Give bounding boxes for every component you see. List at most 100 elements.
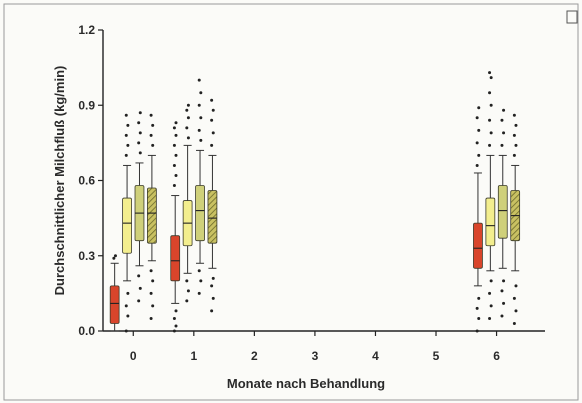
y-tick-label-4: 1.2 xyxy=(78,23,95,37)
outlier-1-0-2 xyxy=(124,304,128,308)
box-marks xyxy=(109,71,521,333)
outlier-2-6-2 xyxy=(500,289,504,293)
outlier-1-0-0 xyxy=(124,329,128,333)
outlier-1-0-4 xyxy=(124,153,128,157)
box-3-6 xyxy=(510,113,521,325)
outlier-2-1-0 xyxy=(197,291,201,295)
outlier-1-6-0 xyxy=(488,316,492,320)
outlier-3-0-2 xyxy=(149,291,153,295)
outlier-3-1-5 xyxy=(211,131,215,135)
outlier-2-6-0 xyxy=(500,314,504,318)
outlier-1-6-2 xyxy=(488,291,492,295)
outlier-3-6-3 xyxy=(514,284,518,288)
outlier-3-0-5 xyxy=(151,143,155,147)
outlier-3-1-4 xyxy=(210,143,214,147)
outlier-1-1-1 xyxy=(186,289,190,293)
outlier-1-1-2 xyxy=(185,279,189,283)
x-tick-label-6: 6 xyxy=(493,349,500,363)
x-tick-label-4: 4 xyxy=(372,349,379,363)
outlier-3-6-8 xyxy=(512,113,516,117)
outlier-3-6-1 xyxy=(514,309,518,313)
outlier-2-0-0 xyxy=(137,299,141,303)
outlier-0-1-3 xyxy=(174,309,178,313)
outlier-3-6-7 xyxy=(514,123,518,127)
box-1-0 xyxy=(122,113,132,333)
box-3-0 xyxy=(147,113,157,320)
outlier-2-1-7 xyxy=(199,91,203,95)
outlier-2-1-5 xyxy=(199,116,203,120)
outlier-1-0-6 xyxy=(124,133,128,137)
outlier-0-6-0 xyxy=(475,329,479,333)
outlier-2-0-3 xyxy=(138,151,142,155)
outlier-0-1-6 xyxy=(172,163,176,167)
outlier-0-6-9 xyxy=(477,106,481,110)
outlier-1-1-4 xyxy=(185,126,189,130)
outlier-3-0-6 xyxy=(149,133,153,137)
outlier-1-1-3 xyxy=(186,136,190,140)
y-tick-label-3: 0.9 xyxy=(78,98,95,112)
outlier-0-1-7 xyxy=(174,153,178,157)
outlier-0-6-8 xyxy=(475,116,479,120)
outlier-0-6-2 xyxy=(475,306,479,310)
y-axis-title: Durchschnittlicher Milchfluß (kg/min) xyxy=(52,66,67,296)
outlier-0-1-0 xyxy=(172,329,176,333)
outlier-3-0-3 xyxy=(151,279,155,283)
outlier-3-1-6 xyxy=(210,118,214,122)
outlier-1-6-6 xyxy=(488,118,492,122)
outlier-0-0-1 xyxy=(113,254,117,258)
outlier-3-0-7 xyxy=(151,123,155,127)
outlier-3-1-1 xyxy=(211,296,215,300)
outlier-0-6-5 xyxy=(477,153,481,157)
outlier-2-6-3 xyxy=(502,279,506,283)
outlier-1-6-1 xyxy=(489,304,493,308)
x-axis-title: Monate nach Behandlung xyxy=(227,376,385,391)
outlier-0-6-3 xyxy=(477,296,481,300)
outlier-2-0-4 xyxy=(137,141,141,145)
y-tick-label-0: 0.0 xyxy=(78,324,95,338)
outlier-3-1-8 xyxy=(210,98,214,102)
outlier-2-0-6 xyxy=(137,121,141,125)
outlier-0-6-7 xyxy=(477,128,481,132)
outlier-2-1-6 xyxy=(197,103,201,107)
outlier-0-1-9 xyxy=(174,133,178,137)
outlier-3-1-0 xyxy=(210,309,214,313)
outlier-1-1-0 xyxy=(185,299,189,303)
box-body-0-1 xyxy=(170,235,181,282)
outlier-3-0-1 xyxy=(151,304,155,308)
outlier-0-0-0 xyxy=(112,256,116,260)
outlier-1-6-7 xyxy=(489,103,493,107)
box-2-1 xyxy=(195,78,205,295)
box-1-1 xyxy=(182,103,193,303)
outlier-3-1-2 xyxy=(210,284,214,288)
outlier-3-6-2 xyxy=(512,296,516,300)
box-body-0-0 xyxy=(109,285,120,324)
box-0-0 xyxy=(109,254,120,332)
box-body-0-6 xyxy=(473,222,483,269)
y-tick-label-1: 0.3 xyxy=(78,249,95,263)
box-body-2-6 xyxy=(497,185,508,239)
outlier-0-6-1 xyxy=(477,316,481,320)
x-tick-label-5: 5 xyxy=(433,349,440,363)
outlier-2-1-1 xyxy=(199,279,203,283)
outlier-2-1-3 xyxy=(199,138,203,142)
box-body-1-0 xyxy=(122,197,132,254)
box-body-3-1 xyxy=(207,190,218,244)
y-tick-label-2: 0.6 xyxy=(78,174,95,188)
outlier-1-0-7 xyxy=(126,123,130,127)
outlier-3-0-0 xyxy=(149,316,153,320)
outlier-0-1-8 xyxy=(172,143,176,147)
outlier-1-0-3 xyxy=(126,291,130,295)
x-tick-label-2: 2 xyxy=(251,349,258,363)
outlier-2-0-1 xyxy=(138,286,142,290)
outlier-2-0-7 xyxy=(138,111,142,115)
box-2-6 xyxy=(497,108,508,318)
axes xyxy=(98,29,545,336)
outlier-1-6-10 xyxy=(488,71,492,75)
x-tick-label-0: 0 xyxy=(130,349,137,363)
outlier-1-6-4 xyxy=(488,143,492,147)
x-tick-label-3: 3 xyxy=(312,349,319,363)
outlier-3-0-8 xyxy=(149,113,153,117)
box-body-3-0 xyxy=(147,187,157,244)
outlier-3-6-5 xyxy=(514,143,518,147)
